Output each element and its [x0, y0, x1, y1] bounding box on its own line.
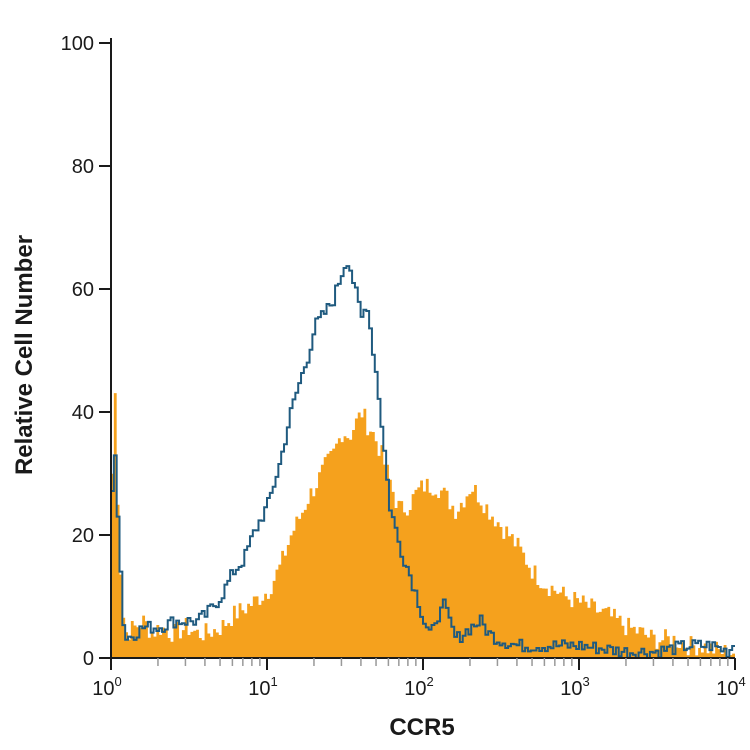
x-tick-label-base: 10	[404, 678, 426, 700]
x-tick-label: 101	[248, 674, 277, 700]
x-tick-label: 100	[92, 674, 121, 700]
x-tick-label-exponent: 0	[115, 674, 122, 689]
y-tick-label: 60	[72, 279, 94, 301]
x-tick-label-exponent: 3	[583, 674, 590, 689]
y-tick-label: 0	[83, 648, 94, 670]
x-tick-label-exponent: 2	[427, 674, 434, 689]
x-tick-label-exponent: 4	[739, 674, 746, 689]
y-tick-label: 20	[72, 525, 94, 547]
x-tick-label: 104	[716, 674, 745, 700]
y-axis-title: Relative Cell Number	[11, 235, 38, 475]
labels-layer: CCR5 Relative Cell Number	[11, 235, 455, 741]
x-tick-label-exponent: 1	[271, 674, 278, 689]
x-axis-title: CCR5	[389, 714, 454, 741]
x-tick-label: 102	[404, 674, 433, 700]
series-outline-histogram	[111, 265, 735, 659]
x-tick-label: 103	[560, 674, 589, 700]
x-tick-label-base: 10	[560, 678, 582, 700]
y-tick-label: 100	[61, 33, 94, 55]
y-tick-label: 40	[72, 402, 94, 424]
series-filled-histogram	[111, 393, 735, 658]
x-tick-label-base: 10	[248, 678, 270, 700]
series-layer	[111, 265, 735, 659]
y-tick-label: 80	[72, 156, 94, 178]
x-tick-label-base: 10	[92, 678, 114, 700]
x-tick-label-base: 10	[716, 678, 738, 700]
